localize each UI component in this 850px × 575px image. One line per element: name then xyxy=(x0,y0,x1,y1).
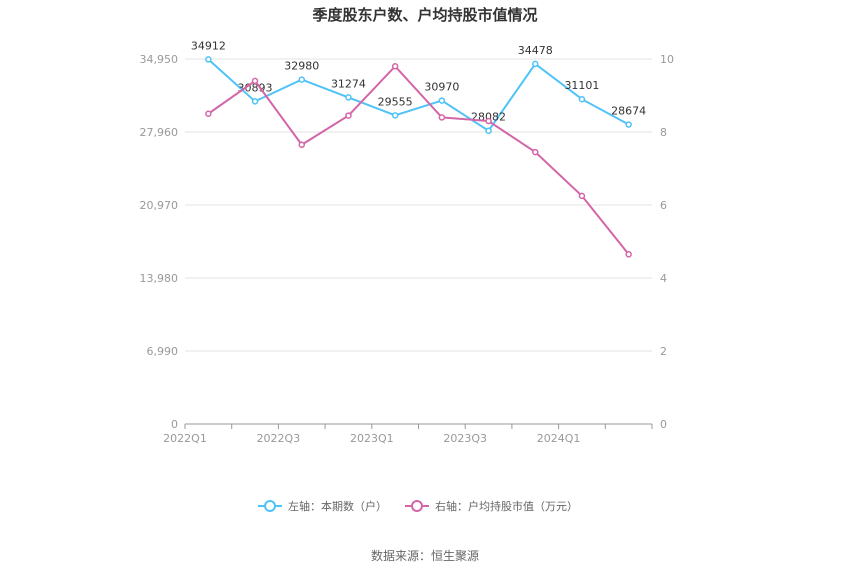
data-point xyxy=(251,98,259,105)
legend-label: 右轴：户均持股市值（万元） xyxy=(435,499,578,513)
data-label: 34912 xyxy=(191,39,226,52)
series-line-1 xyxy=(207,64,630,255)
data-point xyxy=(485,127,492,134)
legend-label: 左轴：本期数（户） xyxy=(288,499,387,513)
right-tick-label: 6 xyxy=(660,199,667,212)
data-label: 30970 xyxy=(424,81,459,94)
left-tick-label: 6,990 xyxy=(147,345,179,358)
data-point xyxy=(578,192,586,200)
right-tick-label: 0 xyxy=(660,418,667,431)
legend-item-0[interactable]: 左轴：本期数（户） xyxy=(258,499,387,513)
left-tick-label: 34,950 xyxy=(140,53,179,66)
data-point xyxy=(532,148,539,156)
data-point xyxy=(391,112,399,119)
legend-marker xyxy=(411,500,423,512)
data-point xyxy=(205,110,212,117)
data-point xyxy=(298,141,305,149)
right-tick-label: 4 xyxy=(660,272,667,285)
data-point xyxy=(298,76,305,83)
left-tick-label: 27,960 xyxy=(140,126,179,139)
data-point xyxy=(625,121,632,128)
x-tick-label: 2022Q3 xyxy=(257,432,301,445)
x-tick-label: 2023Q1 xyxy=(350,432,394,445)
left-axis: 0 6,990 13,980 20,970 27,960 34,950 xyxy=(140,53,179,431)
data-point xyxy=(391,63,399,70)
x-tick-label: 2022Q1 xyxy=(163,432,207,445)
data-point xyxy=(438,97,446,104)
data-label: 30893 xyxy=(238,81,273,94)
legend-marker xyxy=(264,500,276,512)
data-label: 31101 xyxy=(564,79,599,92)
left-tick-label: 13,980 xyxy=(140,272,179,285)
legend[interactable]: 左轴：本期数（户） 右轴：户均持股市值（万元） xyxy=(258,499,578,513)
right-tick-label: 8 xyxy=(660,126,667,139)
x-tick-label: 2023Q3 xyxy=(443,432,487,445)
legend-item-1[interactable]: 右轴：户均持股市值（万元） xyxy=(405,499,578,513)
data-point xyxy=(345,94,352,101)
data-label: 29555 xyxy=(378,95,413,108)
data-point xyxy=(578,95,586,103)
left-tick-label: 20,970 xyxy=(140,199,179,212)
data-point xyxy=(438,114,446,121)
data-point xyxy=(251,77,259,85)
data-label: 34478 xyxy=(518,44,553,57)
data-point xyxy=(485,117,492,125)
x-axis: 2022Q1 2022Q3 2023Q1 2023Q3 2024Q1 xyxy=(163,423,653,445)
data-point xyxy=(345,112,352,119)
data-label: 32980 xyxy=(284,60,319,73)
data-label: 28674 xyxy=(611,105,646,118)
data-point xyxy=(625,251,632,258)
left-tick-label: 0 xyxy=(171,418,178,431)
chart-title: 季度股东户数、户均持股市值情况 xyxy=(312,6,537,24)
series-line-0 xyxy=(207,58,630,133)
grid xyxy=(185,58,652,352)
right-tick-label: 10 xyxy=(660,53,674,66)
data-point xyxy=(205,56,212,63)
series-layer: 3491230893329803127429555309702808234478… xyxy=(191,39,646,258)
x-tick-label: 2024Q1 xyxy=(537,432,581,445)
right-tick-label: 2 xyxy=(660,345,667,358)
right-axis: 0 2 4 6 8 10 xyxy=(660,53,674,431)
data-point xyxy=(532,60,539,68)
data-label: 31274 xyxy=(331,77,366,90)
data-source: 数据来源：恒生聚源 xyxy=(371,548,479,563)
